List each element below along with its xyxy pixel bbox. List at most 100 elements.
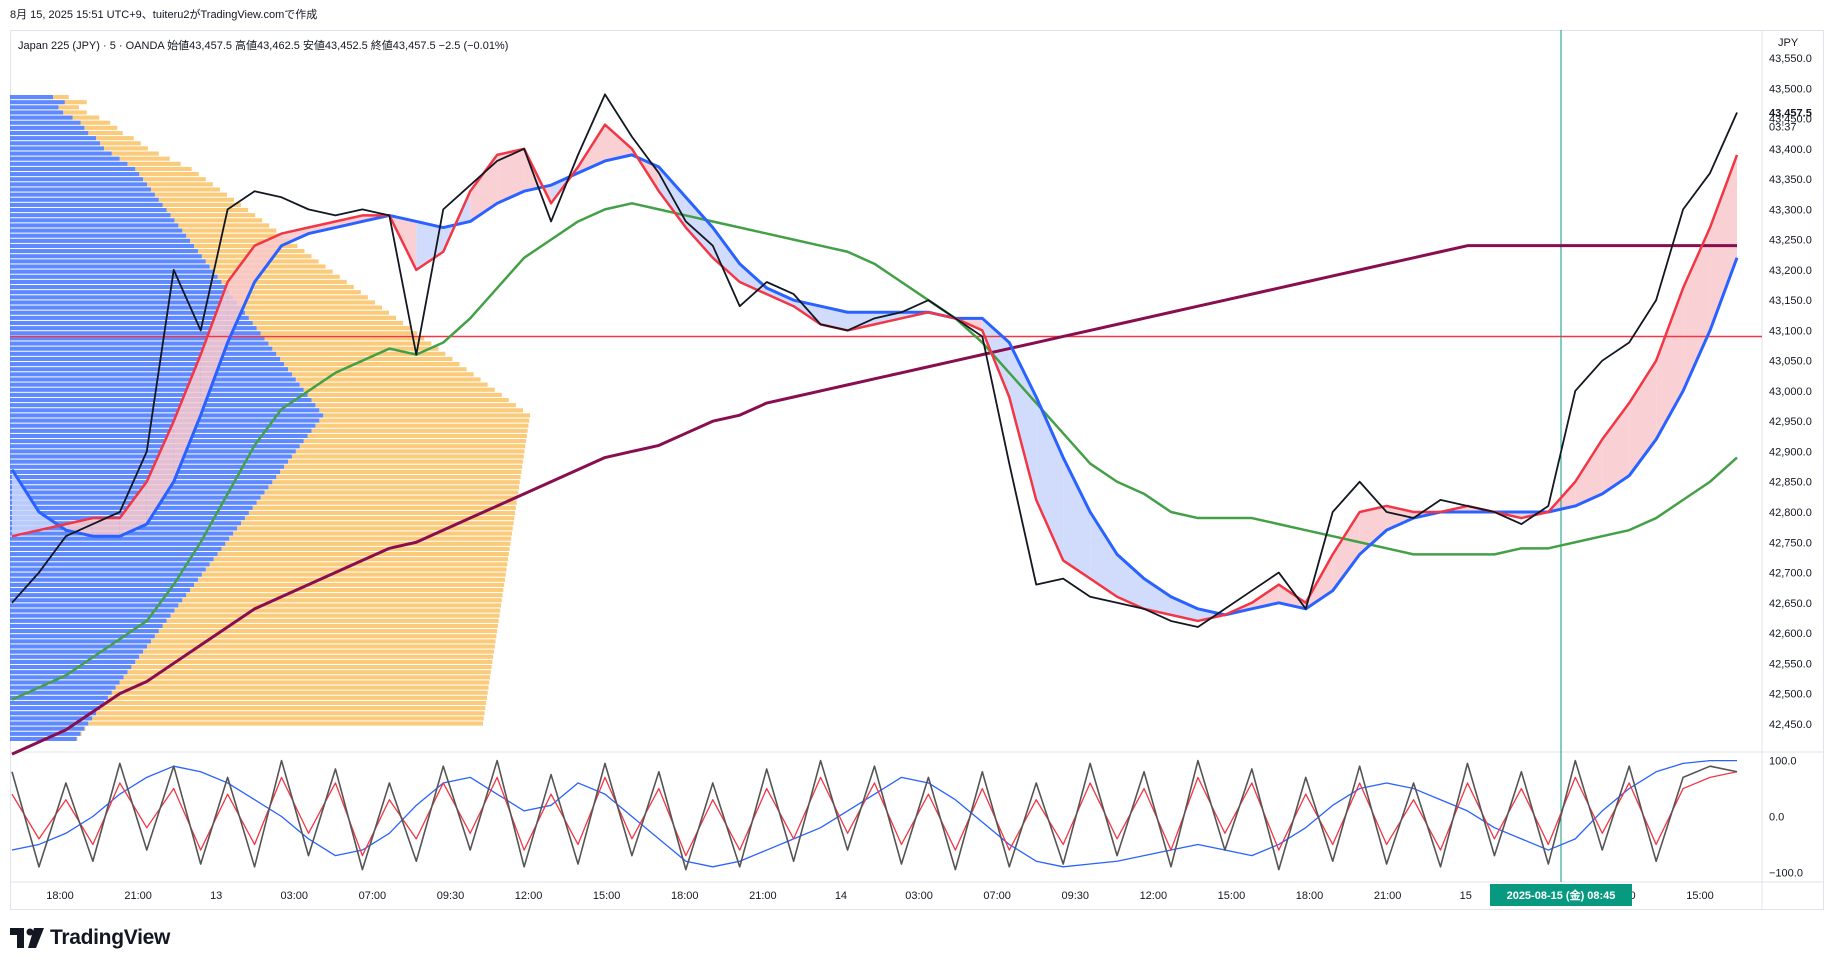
volume-profile-up-bar <box>10 459 289 464</box>
price-axis-tick-label: 43,000.0 <box>1769 386 1812 398</box>
price-axis-tick-label: 43,150.0 <box>1769 295 1812 307</box>
volume-profile-up-bar <box>10 315 249 320</box>
volume-profile-down-bar <box>186 593 503 598</box>
volume-profile-up-bar <box>10 110 64 115</box>
volume-profile-down-bar <box>291 372 474 377</box>
time-axis-tick-label: 18:00 <box>671 890 699 902</box>
currency-label[interactable]: JPY <box>1778 37 1799 49</box>
ma-ribbon-fill <box>874 312 902 325</box>
price-axis-tick-label: 42,650.0 <box>1769 598 1812 610</box>
volume-profile-down-bar <box>213 269 333 274</box>
volume-profile-down-bar <box>284 464 523 469</box>
volume-profile-up-bar <box>10 151 112 156</box>
volume-profile-down-bar <box>88 130 123 136</box>
volume-profile-down-bar <box>103 146 148 151</box>
volume-profile-down-bar <box>111 151 159 156</box>
volume-profile-down-bar <box>107 695 487 700</box>
oscillator-axis-tick-label: −100.0 <box>1769 867 1803 879</box>
volume-profile-up-bar <box>10 305 242 310</box>
volume-profile-down-bar <box>115 685 489 690</box>
volume-profile-up-bar <box>10 372 292 377</box>
volume-profile-down-bar <box>64 100 87 105</box>
volume-profile-down-bar <box>154 192 227 197</box>
time-axis-tick-label: 03:00 <box>281 890 309 902</box>
ma-ribbon-fill <box>146 421 174 525</box>
volume-profile-down-bar <box>84 726 86 731</box>
volume-profile-up-bar <box>10 577 198 582</box>
price-axis-tick-label: 43,450.0 <box>1769 114 1812 126</box>
volume-profile-up-bar <box>10 377 296 382</box>
volume-profile-up-bar <box>10 218 175 223</box>
ma-ribbon-fill <box>227 245 255 343</box>
fast-moving-average-line <box>11 123 1739 623</box>
ma-ribbon-fill <box>173 354 201 482</box>
ma-ribbon-fill <box>604 124 632 161</box>
volume-profile-down-bar <box>170 213 256 218</box>
volume-profile-up-bar <box>10 192 155 197</box>
volume-profile-down-bar <box>217 274 340 279</box>
volume-profile-down-bar <box>303 439 527 444</box>
volume-profile-up-bar <box>10 593 187 598</box>
volume-profile-up-bar <box>10 433 308 439</box>
volume-profile-up-bar <box>10 731 81 736</box>
time-axis-tick-label: 15:00 <box>1686 890 1714 902</box>
volume-profile-down-bar <box>147 644 495 649</box>
volume-profile-up-bar <box>10 659 136 664</box>
volume-profile-up-bar <box>10 397 312 403</box>
caption: 8月 15, 2025 15:51 UTC+9、tuiteru2がTrading… <box>10 9 318 21</box>
price-axis-tick-label: 43,250.0 <box>1769 235 1812 247</box>
time-axis-tick-label: 13 <box>210 890 222 902</box>
volume-profile-up-bar <box>10 629 159 634</box>
volume-profile-up-bar <box>10 326 257 331</box>
volume-profile-down-bar <box>237 300 375 305</box>
volume-profile-up-bar <box>10 233 187 238</box>
volume-profile-down-bar <box>158 197 234 202</box>
volume-profile-up-bar <box>10 341 269 346</box>
volume-profile-up-bar <box>10 639 151 644</box>
ma-ribbon-fill <box>92 518 120 537</box>
volume-profile-down-bar <box>244 310 390 315</box>
volume-profile-up-bar <box>10 721 89 726</box>
price-axis-tick-label: 42,700.0 <box>1769 568 1812 580</box>
volume-profile-down-bar <box>150 187 220 192</box>
volume-profile-down-bar <box>127 161 181 166</box>
volume-profile-down-bar <box>190 238 291 243</box>
volume-profile-down-bar <box>256 326 411 331</box>
time-axis-tick-label: 15:00 <box>593 890 621 902</box>
ma-ribbon-fill <box>1036 397 1064 561</box>
ma-ribbon-fill <box>1575 439 1603 506</box>
volume-profile-up-bar <box>10 711 97 716</box>
ma-ribbon-fill <box>497 148 525 204</box>
volume-profile-down-bar <box>307 433 527 439</box>
cursor-time-label: 2025-08-15 (金) 08:45 <box>1490 884 1632 906</box>
volume-profile-down-bar <box>182 598 502 603</box>
volume-profile-down-bar <box>166 207 249 213</box>
tradingview-logo[interactable]: TradingView <box>10 926 170 950</box>
volume-profile-up-bar <box>10 695 108 700</box>
volume-profile-down-bar <box>119 680 490 685</box>
volume-profile-down-bar <box>225 284 354 290</box>
volume-profile-down-bar <box>190 587 504 593</box>
volume-profile-down-bar <box>288 367 467 372</box>
volume-profile-down-bar <box>319 408 523 413</box>
volume-profile-down-bar <box>311 428 528 433</box>
time-axis-tick-label: 07:00 <box>983 890 1011 902</box>
volume-profile-up-bar <box>10 587 191 593</box>
volume-profile-down-bar <box>194 582 505 587</box>
volume-profile-up-bar <box>10 469 281 474</box>
time-axis-tick-label: 18:00 <box>46 890 74 902</box>
symbol-legend[interactable]: Japan 225 (JPY) · 5 · OANDA 始値43,457.5 高… <box>18 40 509 52</box>
volume-profile-down-bar <box>241 305 382 310</box>
volume-profile-down-bar <box>225 541 511 546</box>
volume-profile-down-bar <box>299 444 526 449</box>
volume-profile-up-bar <box>10 130 89 136</box>
price-axis-tick-label: 43,200.0 <box>1769 265 1812 277</box>
volume-profile-up-bar <box>10 197 159 202</box>
volume-profile-up-bar <box>10 536 230 541</box>
volume-profile-up-bar <box>10 243 195 249</box>
volume-profile-up-bar <box>10 690 112 695</box>
volume-profile-up-bar <box>10 649 144 654</box>
volume-profile-up-bar <box>10 105 59 110</box>
volume-profile-down-bar <box>307 392 502 397</box>
